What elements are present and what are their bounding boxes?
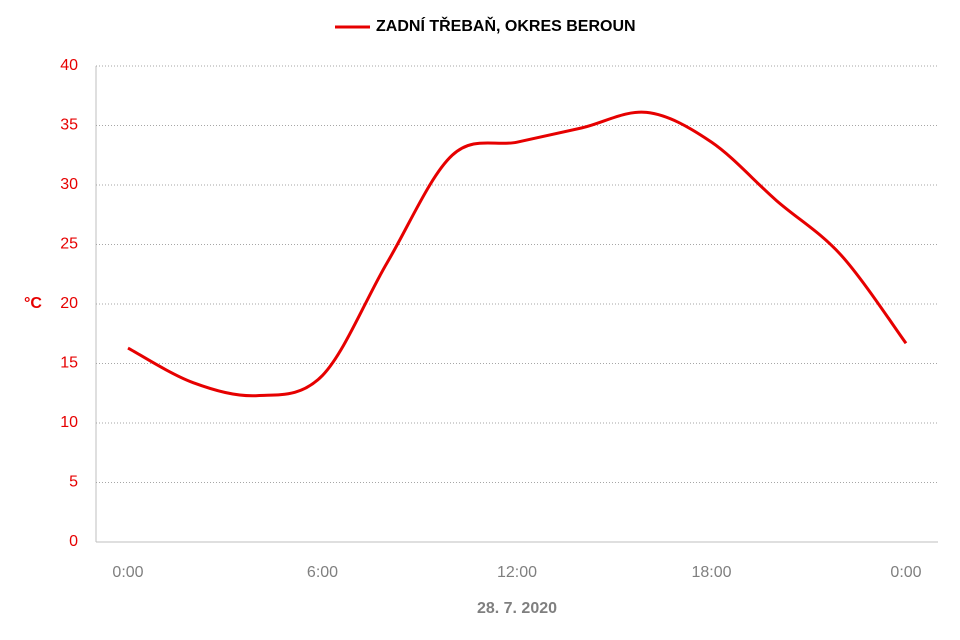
y-axis-label: °C — [24, 295, 42, 312]
y-tick-label: 0 — [69, 533, 78, 550]
y-tick-label: 20 — [60, 295, 78, 312]
y-tick-label: 30 — [60, 176, 78, 193]
x-tick-label: 12:00 — [497, 564, 537, 581]
data-line — [127, 110, 908, 398]
y-tick-label: 25 — [60, 236, 78, 253]
x-axis-label: 28. 7. 2020 — [477, 600, 557, 617]
x-tick-label: 18:00 — [691, 564, 731, 581]
y-tick-label: 40 — [60, 57, 78, 74]
x-tick-label: 6:00 — [307, 564, 338, 581]
x-tick-label: 0:00 — [112, 564, 143, 581]
y-tick-label: 10 — [60, 414, 78, 431]
y-tick-label: 5 — [69, 474, 78, 491]
y-tick-label: 15 — [60, 355, 78, 372]
y-tick-label: 35 — [60, 117, 78, 134]
x-tick-label: 0:00 — [890, 564, 921, 581]
legend-label: ZADNÍ TŘEBAŇ, OKRES BEROUN — [376, 16, 636, 35]
